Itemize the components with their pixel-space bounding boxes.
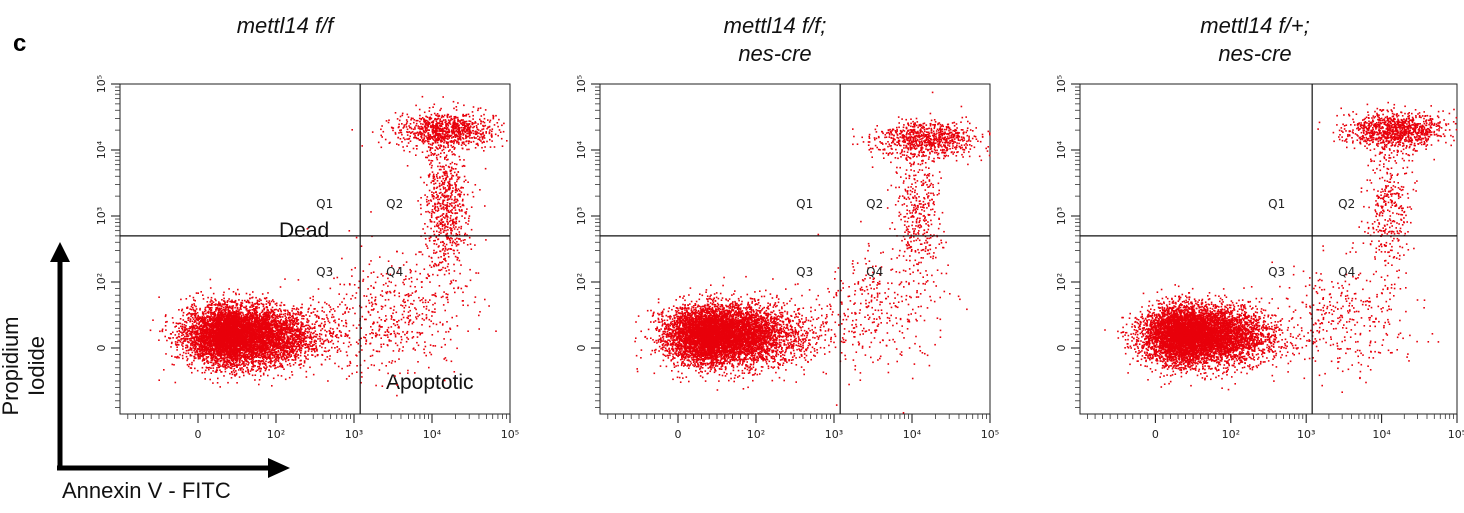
y-tick-label: 10⁴: [575, 140, 588, 159]
quadrant-label-q3: Q3: [316, 265, 333, 279]
quadrant-label-q1: Q1: [316, 197, 333, 211]
y-tick-label: 10³: [575, 207, 588, 225]
x-tick-label: 10²: [747, 428, 765, 441]
y-tick-label: 10⁵: [575, 75, 588, 93]
quadrant-label-q3: Q3: [1268, 265, 1285, 279]
y-tick-label: 10³: [95, 207, 108, 225]
x-tick-label: 10²: [267, 428, 285, 441]
x-tick-label: 10⁵: [981, 428, 999, 441]
x-tick-label: 10⁵: [1448, 428, 1464, 441]
scatter-points: [150, 96, 508, 397]
y-tick-label: 0: [1055, 345, 1068, 352]
axis-arrows: [50, 242, 290, 478]
y-tick-label: 10²: [95, 273, 108, 291]
quadrant-label-q2: Q2: [1338, 197, 1355, 211]
scatter-points: [634, 92, 990, 414]
y-tick-label: 10⁵: [1055, 75, 1068, 93]
x-tick-label: 10⁴: [903, 428, 922, 441]
x-tick-label: 0: [1152, 428, 1159, 441]
y-tick-label: 10⁵: [95, 75, 108, 93]
y-tick-label: 10⁴: [1055, 140, 1068, 159]
y-tick-label: 10⁴: [95, 140, 108, 159]
quadrant-label-q2: Q2: [386, 197, 403, 211]
quadrant-label-q1: Q1: [1268, 197, 1285, 211]
panel-3: Q1 Q2 Q3 Q4 0 10² 10³ 10⁴ 10⁵ 0 10² 10³ 10⁴ 10⁵: [1055, 75, 1464, 441]
y-tick-label: 10²: [1055, 273, 1068, 291]
x-tick-label: 10³: [345, 428, 363, 441]
quadrant-label-q3: Q3: [796, 265, 813, 279]
quadrant-label-q4: Q4: [1338, 265, 1355, 279]
x-tick-label: 10⁵: [501, 428, 519, 441]
x-axis-arrowhead: [268, 458, 290, 478]
y-tick-label: 10³: [1055, 207, 1068, 225]
x-tick-label: 0: [195, 428, 202, 441]
panel-1: Q1 Q2 Q3 Q4 0 10² 10³ 10⁴ 10⁵ 0 10² 10³ 10⁴ 10⁵: [95, 75, 519, 441]
x-tick-label: 0: [675, 428, 682, 441]
quadrant-label-q4: Q4: [866, 265, 883, 279]
y-axis-arrowhead: [50, 242, 70, 262]
x-tick-label: 10³: [825, 428, 843, 441]
quadrant-label-q4: Q4: [386, 265, 403, 279]
panel-2: Q1 Q2 Q3 Q4 0 10² 10³ 10⁴ 10⁵ 0 10² 10³ 10⁴ 10⁵: [575, 75, 999, 441]
y-tick-label: 10²: [575, 273, 588, 291]
quadrant-label-q2: Q2: [866, 197, 883, 211]
x-tick-label: 10²: [1222, 428, 1240, 441]
x-tick-label: 10⁴: [1372, 428, 1391, 441]
quadrant-label-q1: Q1: [796, 197, 813, 211]
y-tick-label: 0: [95, 345, 108, 352]
x-tick-label: 10⁴: [423, 428, 442, 441]
scatter-points: [1104, 102, 1457, 393]
y-tick-label: 0: [575, 345, 588, 352]
x-tick-label: 10³: [1297, 428, 1315, 441]
